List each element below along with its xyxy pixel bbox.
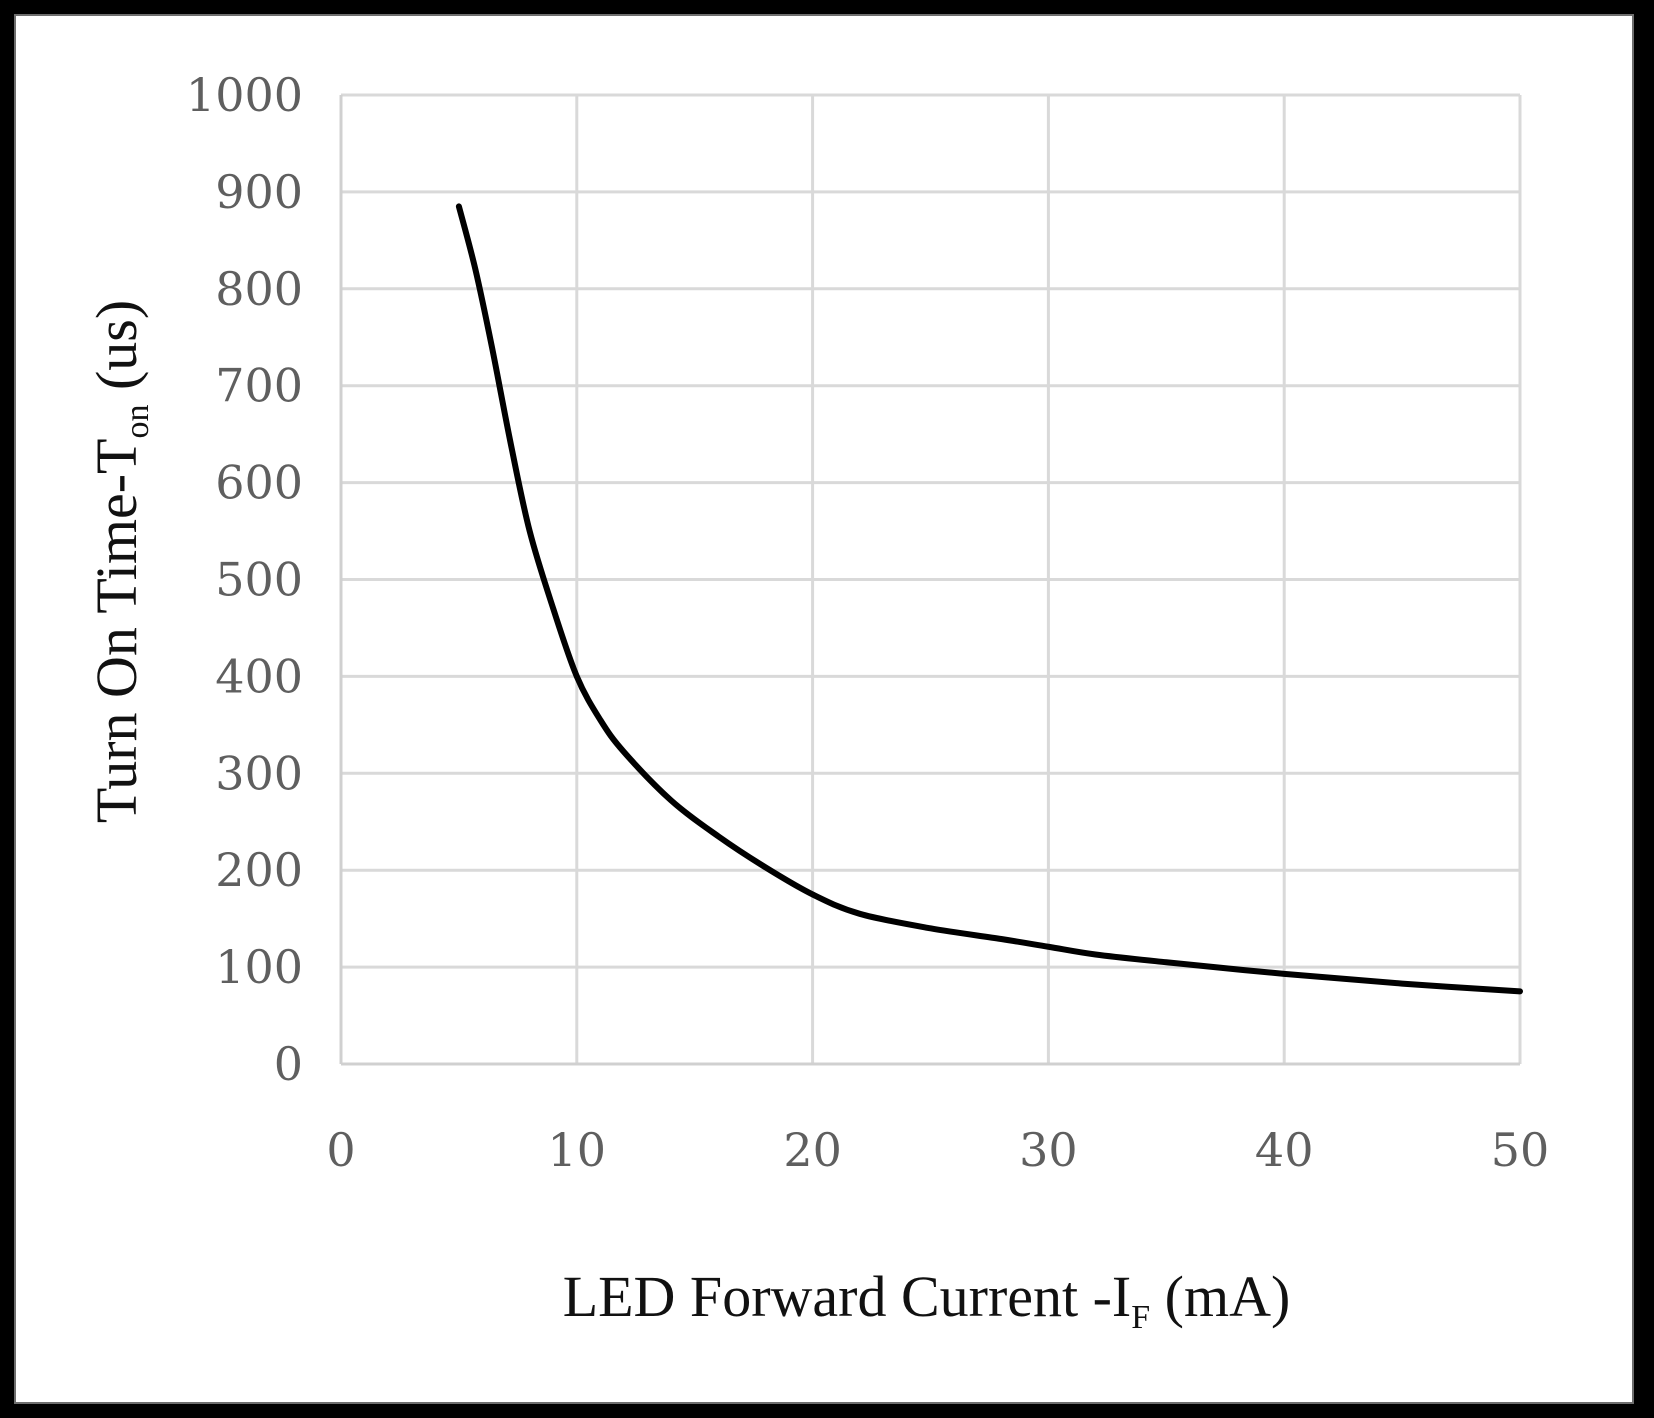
series-line: [455, 203, 1523, 995]
axes: [339, 95, 1520, 1066]
y-axis-title: Turn On Time-Ton (us): [84, 300, 156, 823]
series: [455, 203, 1523, 995]
x-axis-title: LED Forward Current -IF (mA): [563, 1264, 1291, 1336]
x-tick-label: 50: [1491, 1123, 1550, 1177]
x-tick-label: 0: [326, 1123, 355, 1177]
y-tick-label: 200: [215, 843, 303, 897]
y-tick-label: 500: [215, 553, 303, 607]
y-tick-label: 300: [215, 746, 303, 800]
y-tick-label: 700: [215, 359, 303, 413]
y-tick-label: 800: [215, 262, 303, 316]
chart-frame: 0 100 200 300 400 500 600 700 800 900 1000 0 10 20 30 4…: [14, 14, 1634, 1404]
y-tick-label: 900: [215, 165, 303, 219]
tick-labels: 0 100 200 300 400 500 600 700 800 900 1000 0 10 20 30 4…: [186, 68, 1549, 1177]
x-tick-label: 10: [548, 1123, 607, 1177]
y-tick-label: 600: [215, 456, 303, 510]
y-tick-label: 100: [215, 940, 303, 994]
y-tick-label: 0: [274, 1037, 303, 1091]
x-tick-label: 40: [1255, 1123, 1314, 1177]
x-tick-label: 20: [783, 1123, 842, 1177]
y-tick-label: 400: [215, 649, 303, 703]
line-chart: 0 100 200 300 400 500 600 700 800 900 1000 0 10 20 30 4…: [84, 68, 1549, 1336]
y-tick-label: 1000: [186, 68, 303, 122]
x-tick-label: 30: [1019, 1123, 1078, 1177]
grid: [341, 93, 1522, 1064]
